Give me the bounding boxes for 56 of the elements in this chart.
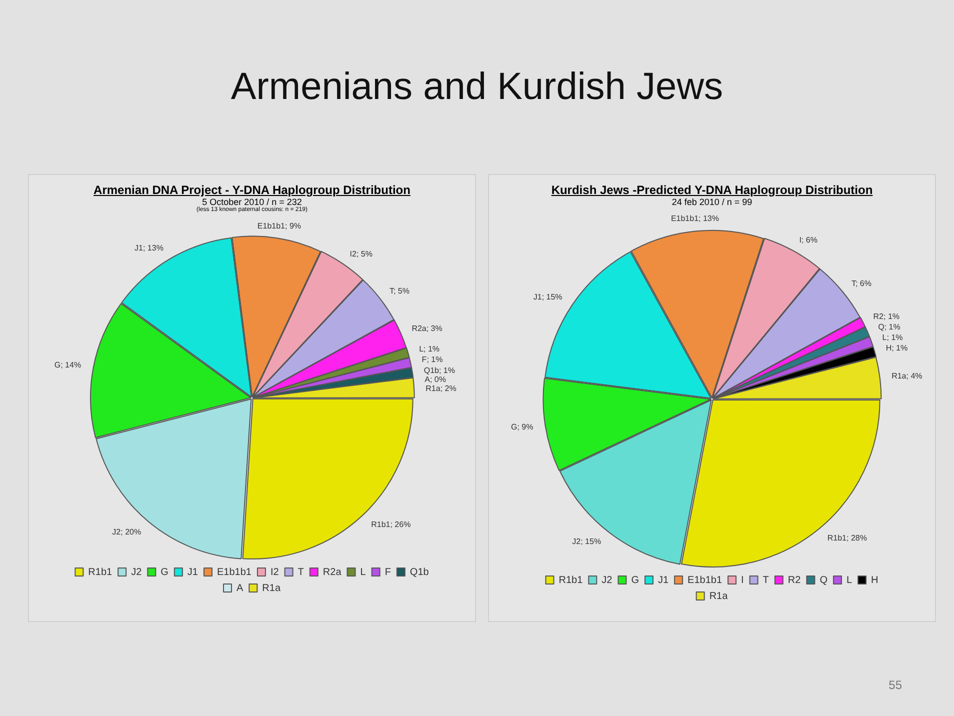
legend-label: I2	[270, 566, 280, 578]
legend-label: H	[871, 574, 878, 586]
data-label: Q1b; 1%	[424, 366, 455, 375]
legend-label: J1	[187, 566, 198, 578]
data-label: R2a; 3%	[412, 324, 442, 334]
data-label: T; 5%	[389, 286, 410, 296]
data-label: J2; 20%	[112, 527, 142, 536]
data-label: E1b1b1; 9%	[257, 221, 302, 230]
data-label: J1; 13%	[134, 243, 164, 252]
data-label: I2; 5%	[350, 249, 372, 258]
data-label: R1a; 4%	[892, 372, 922, 381]
data-label: R1b1; 26%	[371, 520, 411, 530]
legend-label: J1	[658, 574, 669, 586]
data-label: G; 9%	[510, 422, 534, 432]
legend-label: G	[631, 574, 640, 586]
legend-label: E1b1b1	[216, 566, 252, 578]
legend-label: R1a	[262, 582, 281, 594]
legend-label: T	[762, 574, 769, 586]
legend-label: I	[741, 574, 744, 586]
data-label: T; 6%	[851, 278, 872, 288]
legend-label: E1b1b1	[688, 574, 722, 586]
data-label: R2; 1%	[873, 312, 900, 322]
legend-label: A	[236, 582, 244, 594]
data-label: J1; 15%	[533, 292, 562, 302]
text: 55	[888, 678, 902, 692]
legend-label: G	[160, 566, 169, 578]
legend-label: F	[384, 566, 391, 578]
legend-label: R2a	[322, 566, 342, 578]
legend-label: L	[846, 574, 852, 586]
legend-label: R1b1	[88, 566, 113, 578]
legend-label: J2	[131, 566, 142, 578]
data-label: E1b1b1; 13%	[670, 214, 719, 224]
data-label: R1a; 2%	[426, 384, 456, 393]
chart-subtitle: 24 feb 2010 / n = 99	[670, 197, 754, 207]
data-label: I; 6%	[799, 236, 818, 245]
data-label: Q; 1%	[878, 322, 900, 332]
text: Armenians and Kurdish Jews	[230, 66, 724, 109]
legend-label: Q1b	[410, 566, 430, 578]
chart-title: Armenian DNA Project - Y-DNA Haplogroup Distribution	[92, 183, 412, 197]
data-label: R1b1; 28%	[827, 534, 867, 543]
data-label: H; 1%	[886, 344, 908, 353]
text: A; 0%	[424, 374, 446, 384]
legend-label: L	[360, 566, 366, 578]
data-label: G; 14%	[54, 360, 82, 370]
data-label: F; 1%	[422, 355, 443, 364]
data-label: J2; 15%	[572, 537, 602, 546]
data-label: L; 1%	[419, 344, 440, 354]
data-label: L; 1%	[882, 332, 903, 342]
legend-label: J2	[602, 574, 613, 586]
legend-label: Q	[820, 574, 828, 586]
legend-label: R1a	[709, 590, 728, 602]
legend-label: R1b1	[558, 574, 584, 586]
chart-subtitle: 5 October 2010 / n = 232	[202, 197, 302, 207]
legend-label: R2	[788, 574, 802, 586]
chart-title: Kurdish Jews -Predicted Y-DNA Haplogroup Distribution	[550, 183, 874, 197]
legend-label: T	[298, 566, 304, 578]
